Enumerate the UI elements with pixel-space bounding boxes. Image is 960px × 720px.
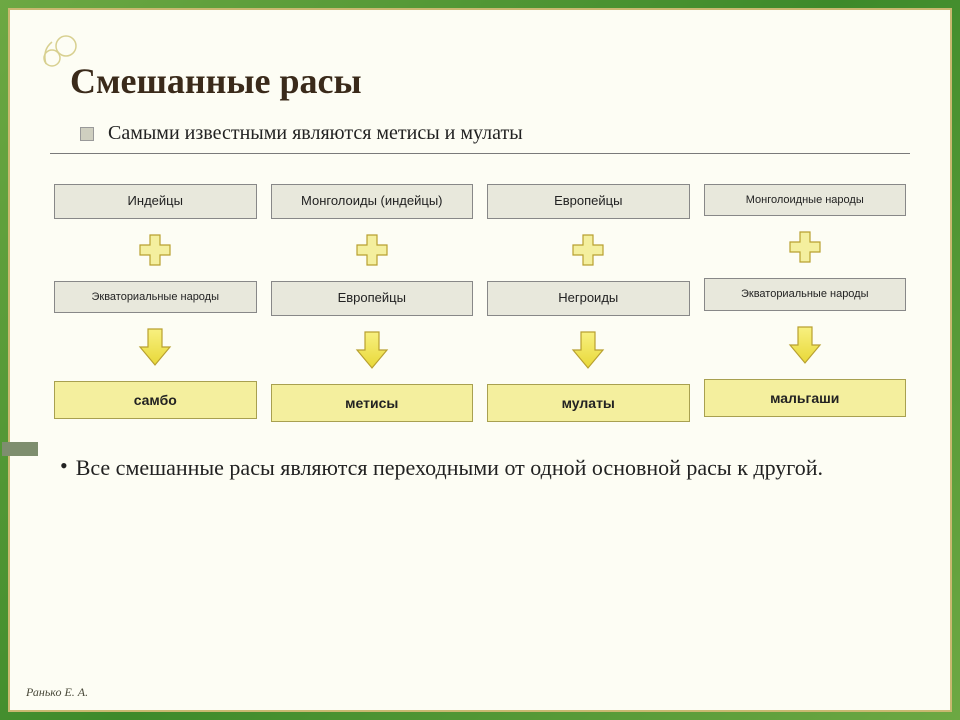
source-box-top: Монголоиды (индейцы) [271, 184, 474, 219]
diagram: Индейцы Экваториальные народы самбоМонго… [54, 184, 906, 422]
divider [50, 153, 910, 154]
corner-ornament-icon [40, 30, 80, 70]
result-box: мулаты [487, 384, 690, 422]
source-box-top: Монголоидные народы [704, 184, 907, 216]
side-accent [2, 442, 38, 456]
arrow-down-icon [355, 330, 389, 370]
footer-row: • Все смешанные расы являются переходным… [60, 452, 910, 484]
source-box-bottom: Экваториальные народы [54, 281, 257, 313]
diagram-column: Монголоиды (индейцы) Европейцы метисы [271, 184, 474, 422]
result-box: метисы [271, 384, 474, 422]
source-box-top: Европейцы [487, 184, 690, 219]
diagram-column: Индейцы Экваториальные народы самбо [54, 184, 257, 422]
footer-bullet-icon: • [60, 452, 68, 481]
source-box-bottom: Европейцы [271, 281, 474, 316]
plus-icon [788, 230, 822, 264]
subtitle-row: Самыми известными являются метисы и мула… [80, 122, 910, 145]
result-box: самбо [54, 381, 257, 419]
inner-frame: Смешанные расы Самыми известными являютс… [8, 8, 952, 712]
author-credit: Ранько Е. А. [26, 685, 88, 700]
page-title: Смешанные расы [70, 60, 910, 102]
source-box-bottom: Экваториальные народы [704, 278, 907, 310]
footer-text: Все смешанные расы являются переходными … [76, 452, 823, 484]
subtitle-text: Самыми известными являются метисы и мула… [108, 122, 523, 145]
diagram-column: Европейцы Негроиды мулаты [487, 184, 690, 422]
arrow-down-icon [138, 327, 172, 367]
plus-icon [571, 233, 605, 267]
result-box: мальгаши [704, 379, 907, 417]
bullet-square-icon [80, 127, 94, 141]
source-box-bottom: Негроиды [487, 281, 690, 316]
plus-icon [355, 233, 389, 267]
arrow-down-icon [788, 325, 822, 365]
arrow-down-icon [571, 330, 605, 370]
diagram-column: Монголоидные народы Экваториальные народ… [704, 184, 907, 422]
plus-icon [138, 233, 172, 267]
outer-frame: Смешанные расы Самыми известными являютс… [0, 0, 960, 720]
source-box-top: Индейцы [54, 184, 257, 219]
